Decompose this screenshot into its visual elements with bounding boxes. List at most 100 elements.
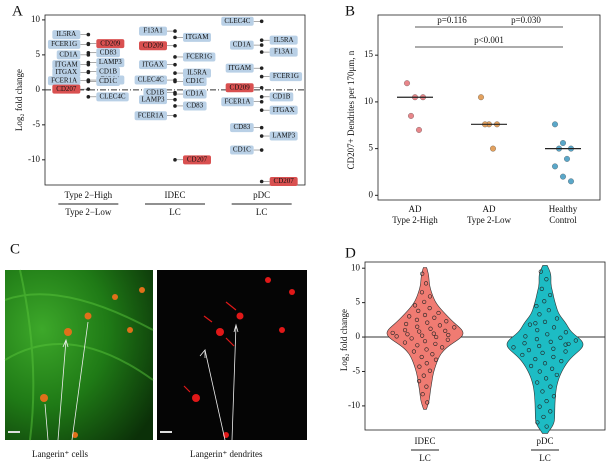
gene-label: LAMP3 [99, 58, 122, 66]
gene-label: IL5RA [187, 69, 207, 77]
point [446, 332, 451, 338]
point [86, 87, 91, 91]
x-tick-label: LC [419, 453, 431, 463]
gene-label-box [269, 131, 298, 141]
point [436, 310, 441, 316]
point [437, 323, 443, 328]
p-value: p<0.001 [474, 35, 504, 45]
gene-label: FCER1G [273, 72, 299, 80]
point [552, 163, 558, 170]
point [259, 108, 264, 112]
gene-label-box [96, 58, 125, 68]
y-tick-label: 0 [356, 331, 361, 341]
point [564, 155, 570, 162]
point [86, 79, 91, 84]
point [259, 43, 264, 47]
p-value: p=0.116 [437, 15, 467, 25]
y-tick-label: 0 [36, 84, 41, 94]
point [424, 384, 429, 389]
gene-label: CD1B [146, 88, 164, 96]
gene-label: CD83 [186, 102, 203, 110]
plot-frame [44, 14, 306, 186]
gene-label: CLEC4C [224, 17, 250, 25]
point [537, 343, 542, 349]
gene-label: ITGAX [273, 106, 295, 114]
gene-label: ITGAX [142, 60, 164, 68]
point [411, 349, 417, 354]
gene-label-box [221, 16, 254, 26]
point [541, 414, 546, 420]
point [526, 348, 531, 353]
cells [40, 287, 145, 438]
point [422, 312, 428, 318]
point [544, 277, 549, 282]
point [416, 126, 422, 133]
gene-label-box [269, 47, 298, 57]
gene-label: IL5RA [56, 30, 76, 38]
point [417, 364, 422, 369]
point [259, 95, 264, 99]
point [560, 140, 566, 146]
point [402, 340, 408, 345]
point [434, 334, 439, 340]
point [427, 368, 433, 373]
point [427, 294, 433, 299]
point [173, 104, 177, 108]
y-tick-label: -10 [348, 400, 360, 410]
gene-label: LAMP3 [272, 132, 295, 140]
point [551, 325, 557, 330]
gene-label: CD207 [187, 155, 208, 163]
point [86, 70, 91, 75]
point [540, 389, 545, 394]
gene-label: FCER1A [51, 76, 77, 84]
x-tick-label: IDEC [165, 190, 186, 200]
point [545, 332, 550, 337]
y-tick-label: -5 [353, 366, 361, 376]
point [425, 400, 430, 405]
gene-label-box [96, 48, 120, 58]
point [534, 337, 540, 342]
gene-label: F13A1 [143, 27, 163, 35]
gene-label-box [269, 105, 298, 115]
point [259, 74, 264, 79]
x-tick-label: Healthy [549, 204, 578, 214]
point [420, 392, 425, 397]
x-tick-label: LC [169, 207, 181, 217]
point [559, 359, 564, 364]
point [408, 112, 414, 119]
point [563, 342, 568, 347]
point [173, 55, 177, 59]
gene-label: CLEC4C [100, 92, 126, 100]
point [550, 366, 555, 371]
p-value: p=0.030 [511, 15, 541, 25]
y-axis-title: Log₂ fold change [339, 309, 349, 371]
point [527, 322, 533, 327]
point [452, 325, 457, 330]
point [566, 341, 571, 347]
gene-label-box [183, 32, 211, 42]
x-tick-label: AD [483, 204, 496, 214]
point [419, 354, 424, 360]
point [404, 80, 410, 87]
point [259, 85, 264, 90]
x-tick-label: Type 2−High [64, 190, 112, 200]
gene-label: CD1B [273, 92, 291, 100]
gene-label: CD1C [99, 77, 117, 85]
gene-label-box [183, 89, 207, 99]
point [535, 420, 540, 425]
gene-label: CD1A [233, 41, 251, 49]
y-tick-label: 10 [31, 14, 41, 24]
point [416, 379, 422, 384]
point [433, 357, 439, 362]
point [548, 409, 553, 414]
x-tick-label: pDC [253, 190, 270, 200]
gene-label: FCER1G [186, 53, 212, 61]
point [173, 113, 177, 118]
point [259, 19, 264, 24]
point [259, 148, 264, 152]
point [537, 404, 542, 409]
y-tick-label: 15 [364, 49, 374, 59]
point [390, 330, 395, 336]
point [409, 336, 414, 341]
